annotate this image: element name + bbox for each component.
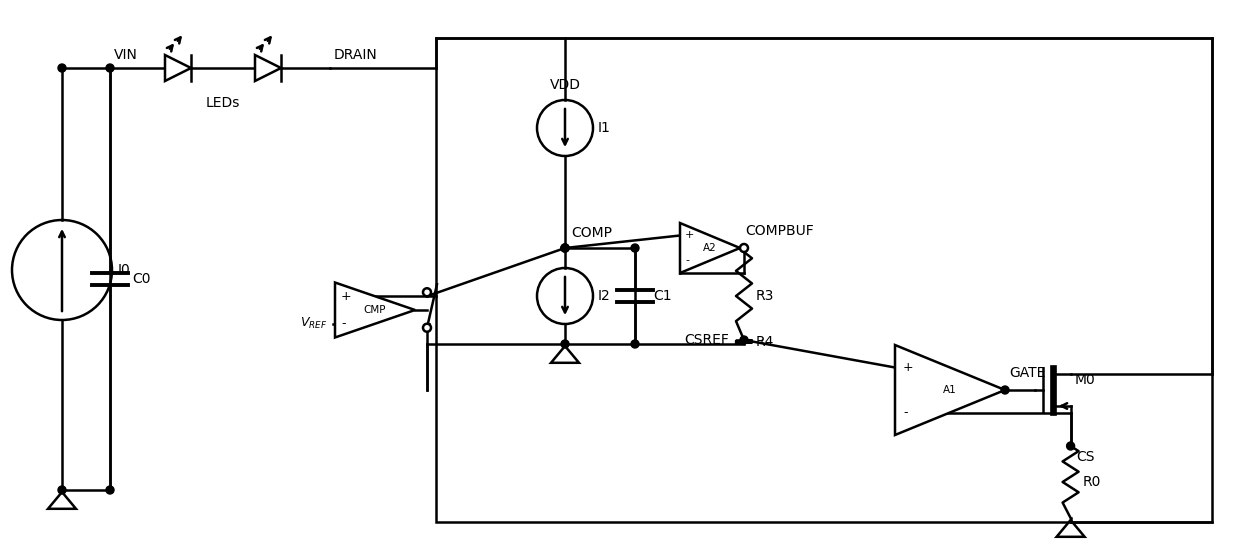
Circle shape	[560, 244, 569, 252]
Text: VDD: VDD	[549, 78, 580, 92]
Text: GATE: GATE	[1009, 366, 1045, 380]
Text: CMP: CMP	[363, 305, 386, 315]
Text: M0: M0	[1075, 373, 1096, 388]
Circle shape	[105, 64, 114, 72]
Circle shape	[1066, 442, 1075, 450]
Text: I0: I0	[118, 263, 130, 277]
Text: -: -	[903, 406, 908, 419]
Circle shape	[423, 288, 432, 296]
Circle shape	[631, 340, 639, 348]
Polygon shape	[255, 55, 281, 81]
Circle shape	[740, 244, 748, 252]
Text: COMPBUF: COMPBUF	[745, 224, 813, 238]
Text: CSREF: CSREF	[684, 333, 729, 347]
Text: C1: C1	[653, 289, 672, 303]
Text: CS: CS	[1076, 450, 1095, 464]
Polygon shape	[680, 223, 740, 273]
Circle shape	[631, 244, 639, 252]
Polygon shape	[895, 345, 1004, 435]
Circle shape	[58, 486, 66, 494]
Text: -: -	[684, 255, 689, 266]
Text: A1: A1	[944, 385, 957, 395]
Text: -: -	[341, 317, 346, 330]
Bar	[436, 38, 1211, 522]
Text: R4: R4	[756, 335, 774, 349]
Text: R0: R0	[1083, 475, 1101, 489]
Text: I1: I1	[598, 121, 611, 135]
Polygon shape	[165, 55, 191, 81]
Text: A2: A2	[703, 243, 717, 253]
Circle shape	[560, 244, 569, 252]
Circle shape	[560, 340, 569, 348]
Text: +: +	[903, 361, 914, 374]
Circle shape	[560, 244, 569, 252]
Text: COMP: COMP	[570, 226, 613, 240]
Circle shape	[423, 324, 432, 332]
Circle shape	[58, 64, 66, 72]
Circle shape	[105, 486, 114, 494]
Polygon shape	[335, 283, 415, 338]
Text: $V_{REF}$: $V_{REF}$	[300, 316, 327, 331]
Text: +: +	[684, 231, 694, 240]
Text: DRAIN: DRAIN	[334, 48, 378, 62]
Text: +: +	[341, 290, 352, 302]
Text: C0: C0	[131, 272, 150, 286]
Circle shape	[740, 336, 748, 344]
Text: LEDs: LEDs	[206, 96, 241, 110]
Text: I2: I2	[598, 289, 611, 303]
Text: VIN: VIN	[114, 48, 138, 62]
Text: R3: R3	[756, 289, 774, 303]
Circle shape	[1001, 386, 1009, 394]
